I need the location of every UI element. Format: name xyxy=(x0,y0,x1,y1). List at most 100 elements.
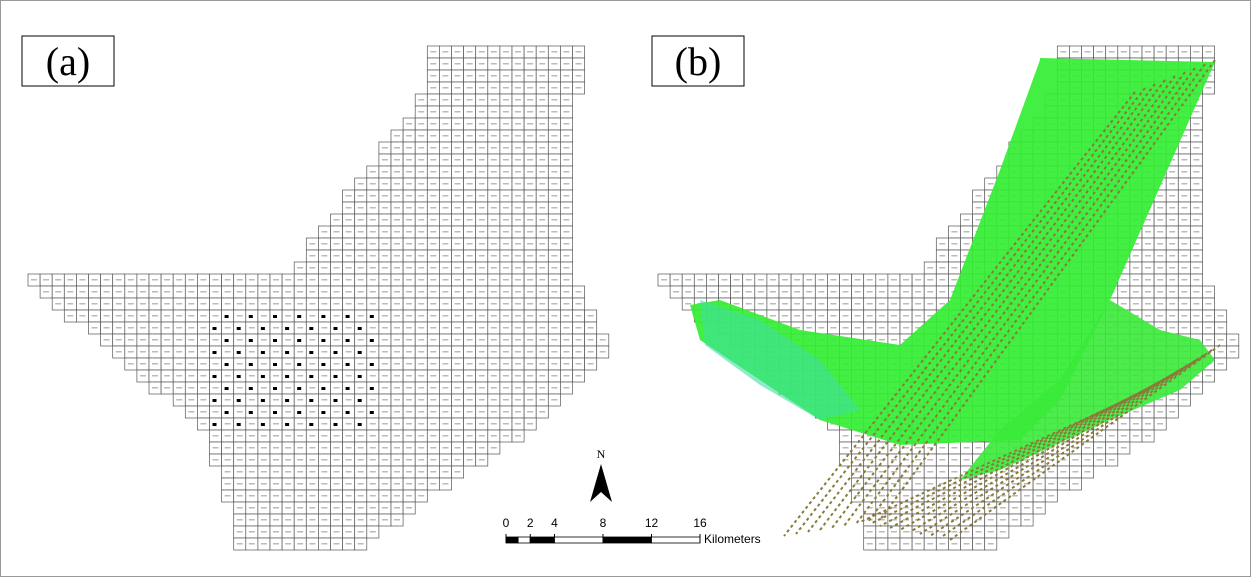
tile-code xyxy=(273,291,279,293)
tile-code xyxy=(442,111,448,113)
tile-code xyxy=(55,279,61,281)
tile-code xyxy=(527,183,533,185)
scale-tick-label: 0 xyxy=(503,516,510,530)
tile-code xyxy=(358,423,362,426)
tile-code xyxy=(539,327,545,329)
tile-code xyxy=(734,303,740,305)
tile-code xyxy=(1193,255,1199,257)
tile-code xyxy=(539,339,545,341)
tile-code xyxy=(867,315,873,317)
tile-code xyxy=(551,147,557,149)
tile-code xyxy=(321,351,327,353)
tile-code xyxy=(467,231,473,233)
tile-code xyxy=(297,315,301,318)
tile-code xyxy=(346,207,352,209)
tile-code xyxy=(1193,123,1199,125)
tile-code xyxy=(346,363,350,366)
tile-code xyxy=(551,351,557,353)
tile-code xyxy=(685,291,691,293)
tile-code xyxy=(563,63,569,65)
tile-code xyxy=(237,291,243,293)
tile-code xyxy=(563,87,569,89)
tile-code xyxy=(261,363,267,365)
tile-code xyxy=(442,411,448,413)
tile-code xyxy=(563,135,569,137)
tile-code xyxy=(358,483,364,485)
tile-code xyxy=(382,399,388,401)
tile-code xyxy=(479,327,485,329)
tile-code xyxy=(1133,267,1139,269)
tile-code xyxy=(321,375,327,377)
tile-code xyxy=(903,291,909,293)
tile-code xyxy=(455,339,461,341)
tile-code xyxy=(297,339,301,342)
tile-code xyxy=(334,471,340,473)
tile-code xyxy=(503,171,509,173)
tile-code xyxy=(503,363,509,365)
tile-code xyxy=(382,363,388,365)
tile-code xyxy=(273,423,279,425)
tile-code xyxy=(951,267,957,269)
tile-code xyxy=(479,231,485,233)
tile-code xyxy=(1169,255,1175,257)
tile-code xyxy=(515,195,521,197)
tile-code xyxy=(1012,495,1018,497)
tile-code xyxy=(467,87,473,89)
tile-code xyxy=(273,375,279,377)
tile-code xyxy=(346,279,352,281)
tile-code xyxy=(225,423,231,425)
tile-code xyxy=(515,123,521,125)
tile-code xyxy=(1169,303,1175,305)
tile-code xyxy=(334,543,340,545)
tile-code xyxy=(430,279,436,281)
tile-code xyxy=(976,531,982,533)
tile-code xyxy=(346,471,352,473)
tile-code xyxy=(346,447,352,449)
tile-code xyxy=(370,267,376,269)
tile-code xyxy=(988,519,994,521)
tile-code xyxy=(515,327,521,329)
tile-code xyxy=(406,231,412,233)
tile-code xyxy=(358,207,364,209)
tile-code xyxy=(479,279,485,281)
scale-tick-label: 12 xyxy=(645,516,659,530)
tile-code xyxy=(164,339,170,341)
tile-code xyxy=(346,519,352,521)
tile-code xyxy=(455,267,461,269)
north-label: N xyxy=(597,447,606,461)
tile-code xyxy=(1109,459,1115,461)
tile-code xyxy=(261,543,267,545)
tile-code xyxy=(152,291,158,293)
tile-code xyxy=(430,387,436,389)
tile-code xyxy=(225,399,231,401)
tile-code xyxy=(309,531,315,533)
tile-code xyxy=(515,255,521,257)
tile-code xyxy=(915,279,921,281)
tile-code xyxy=(563,231,569,233)
tile-code xyxy=(442,147,448,149)
tile-code xyxy=(152,315,158,317)
tile-code xyxy=(867,471,873,473)
tile-code xyxy=(746,279,752,281)
tile-code xyxy=(394,147,400,149)
tile-code xyxy=(140,375,146,377)
scale-segment xyxy=(555,537,604,543)
tile-code xyxy=(382,459,388,461)
scale-tick-label: 2 xyxy=(527,516,534,530)
tile-code xyxy=(164,279,170,281)
tile-code xyxy=(503,123,509,125)
tile-code xyxy=(309,387,315,389)
tile-code xyxy=(237,459,243,461)
tile-code xyxy=(927,471,933,473)
tile-code xyxy=(1169,291,1175,293)
tile-code xyxy=(418,279,424,281)
tile-code xyxy=(1169,315,1175,317)
tile-code xyxy=(455,123,461,125)
tile-code xyxy=(285,387,291,389)
tile-code xyxy=(249,423,255,425)
tile-code xyxy=(334,255,340,257)
tile-code xyxy=(406,495,412,497)
tile-code xyxy=(551,63,557,65)
tile-code xyxy=(358,495,364,497)
tile-code xyxy=(915,291,921,293)
